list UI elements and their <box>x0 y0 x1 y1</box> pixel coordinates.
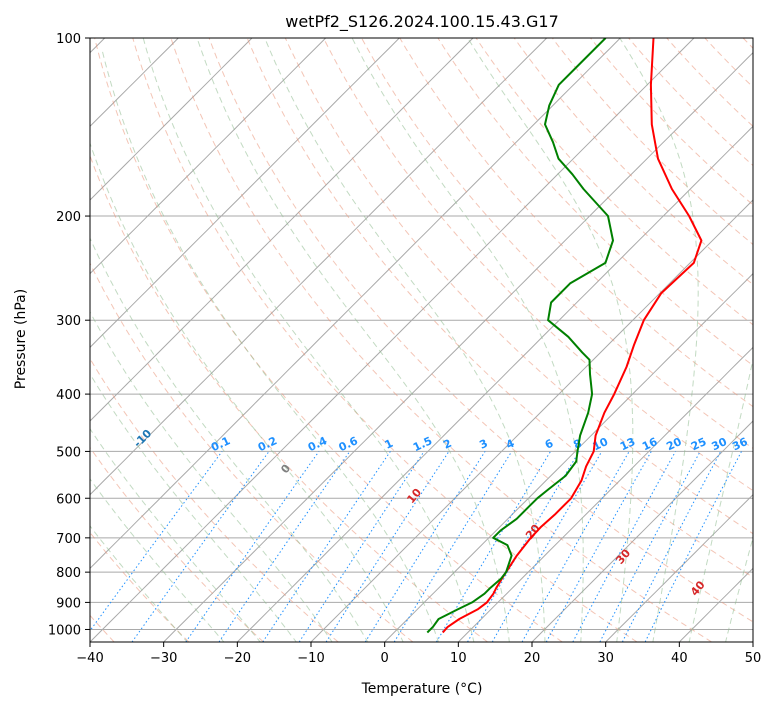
mixing-ratio-line <box>644 451 742 642</box>
axes: −40 −30 −20 −10 0 10 20 30 40 50 100 200 300 400 500 60… <box>48 32 761 666</box>
dewpoint-trace <box>426 38 614 634</box>
moist-adiabat <box>196 38 510 642</box>
y-tick-label: 400 <box>56 388 81 403</box>
y-tick-label: 100 <box>56 32 81 47</box>
y-tick-label: 300 <box>56 314 81 329</box>
x-tick-label: −10 <box>297 651 324 666</box>
y-tick-label: 800 <box>56 566 81 581</box>
moist-adiabat <box>90 478 225 642</box>
dry-adiabat <box>323 38 753 492</box>
isotherm <box>90 38 548 496</box>
moist-adiabat <box>90 310 333 642</box>
x-tick-label: 10 <box>450 651 467 666</box>
dry-adiabat <box>246 38 753 578</box>
x-tick-label: 50 <box>745 651 762 666</box>
dry-adiabat <box>628 38 753 167</box>
mixing-ratio-line <box>185 451 320 642</box>
moist-adiabat <box>688 356 753 642</box>
plot-area: 0.10.20.40.611.52346810131620253036-100-… <box>90 38 753 642</box>
mixing-ratio-label: 25 <box>689 435 708 453</box>
mixing-ratio-label: 16 <box>640 435 660 453</box>
isotherm <box>90 38 474 422</box>
mixing-ratio-line <box>545 451 652 642</box>
dry-adiabat <box>90 262 414 642</box>
mixing-ratio-line <box>521 451 630 642</box>
moist-adiabat <box>90 427 261 642</box>
mixing-ratio-line <box>218 451 351 642</box>
moist-adiabat <box>142 38 475 642</box>
mixing-ratio-line <box>393 451 513 642</box>
isotherm <box>90 38 253 201</box>
mixing-ratio-line <box>131 451 270 642</box>
temperature-trace <box>442 38 703 634</box>
y-tick-label: 900 <box>56 596 81 611</box>
moist-adiabat <box>619 38 699 642</box>
isotherm <box>90 38 695 642</box>
x-tick-label: 0 <box>381 651 389 666</box>
mixing-ratio-line <box>325 451 450 642</box>
x-tick-label: 40 <box>671 651 688 666</box>
y-tick-label: 1000 <box>48 623 81 638</box>
y-axis-label: Pressure (hPa) <box>13 289 29 389</box>
isotherm <box>457 346 753 642</box>
mixing-ratio-line <box>298 451 425 642</box>
mixing-ratio-line <box>572 451 676 642</box>
moist-adiabat <box>90 373 297 642</box>
isotherm <box>531 420 753 642</box>
isotherm <box>605 493 753 642</box>
dry-adiabat <box>208 38 753 623</box>
mixing-ratio-label: 36 <box>730 435 750 453</box>
moist-adiabat <box>90 236 369 642</box>
mixing-ratio-line <box>262 451 391 642</box>
y-tick-label: 500 <box>56 445 81 460</box>
x-tick-label: 20 <box>524 651 541 666</box>
y-tick-label: 200 <box>56 210 81 225</box>
y-tick-label: 700 <box>56 532 81 547</box>
moist-adiabat <box>90 141 404 642</box>
mixing-ratio-label: 30 <box>710 435 730 453</box>
isotherm <box>90 38 327 275</box>
moist-adiabat <box>725 535 753 642</box>
dry-adiabat <box>90 446 264 642</box>
dry-adiabat <box>132 38 638 642</box>
moist-adiabat <box>264 38 546 642</box>
y-tick-label: 600 <box>56 492 81 507</box>
isotherm <box>236 125 753 642</box>
dry-adiabat <box>513 38 753 286</box>
mixing-ratio-line <box>90 451 223 632</box>
mixing-ratio-label: 13 <box>618 435 637 453</box>
isotherm <box>90 38 621 570</box>
dry-adiabat <box>361 38 753 449</box>
x-tick-label: 30 <box>597 651 614 666</box>
x-axis-label: Temperature (°C) <box>361 681 483 697</box>
x-tick-label: −40 <box>76 651 103 666</box>
dry-adiabat <box>399 38 753 408</box>
dry-adiabat <box>475 38 753 326</box>
x-tick-label: −20 <box>224 651 251 666</box>
x-tick-label: −30 <box>150 651 177 666</box>
chart-title: wetPf2_S126.2024.100.15.43.G17 <box>285 12 559 32</box>
moist-adiabat <box>101 50 440 642</box>
isotherm <box>163 51 753 642</box>
isotherm <box>90 38 400 349</box>
mixing-ratio-label: 20 <box>664 435 684 453</box>
isotherm <box>384 272 753 642</box>
mixing-ratio-line <box>621 451 722 642</box>
plot-frame <box>89 37 754 643</box>
moist-adiabat <box>467 38 634 642</box>
